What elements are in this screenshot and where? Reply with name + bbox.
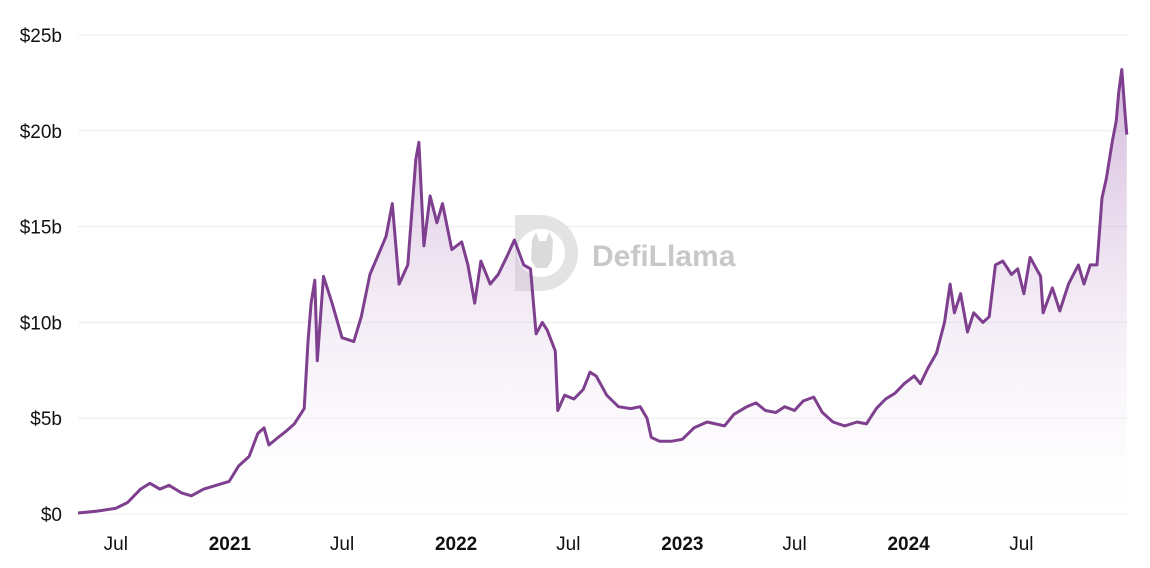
tvl-line — [77, 68, 1129, 515]
y-tick-label: $5b — [30, 409, 62, 430]
x-tick-label: 2021 — [209, 534, 252, 555]
x-axis: Jul 2021 Jul 2022 Jul 2023 Jul 2024 Jul — [104, 534, 1034, 555]
y-tick-label: $20b — [20, 122, 62, 143]
watermark-text: DefiLlama — [592, 240, 736, 273]
tvl-area — [78, 69, 1127, 514]
x-tick-label: Jul — [782, 534, 806, 555]
y-tick-label: $15b — [20, 218, 62, 239]
y-tick-label: $10b — [20, 313, 62, 334]
x-tick-label: 2023 — [661, 534, 703, 555]
x-tick-label: 2022 — [435, 534, 477, 555]
x-tick-label: Jul — [556, 534, 580, 555]
y-axis: $0 $5b $10b $15b $20b $25b — [20, 26, 62, 526]
x-tick-label: Jul — [1009, 534, 1033, 555]
x-tick-label: Jul — [330, 534, 354, 555]
watermark: DefiLlama — [515, 215, 736, 291]
y-tick-label: $25b — [20, 26, 62, 47]
x-tick-label: Jul — [104, 534, 128, 555]
x-tick-label: 2024 — [887, 534, 930, 555]
y-tick-label: $0 — [41, 505, 62, 526]
